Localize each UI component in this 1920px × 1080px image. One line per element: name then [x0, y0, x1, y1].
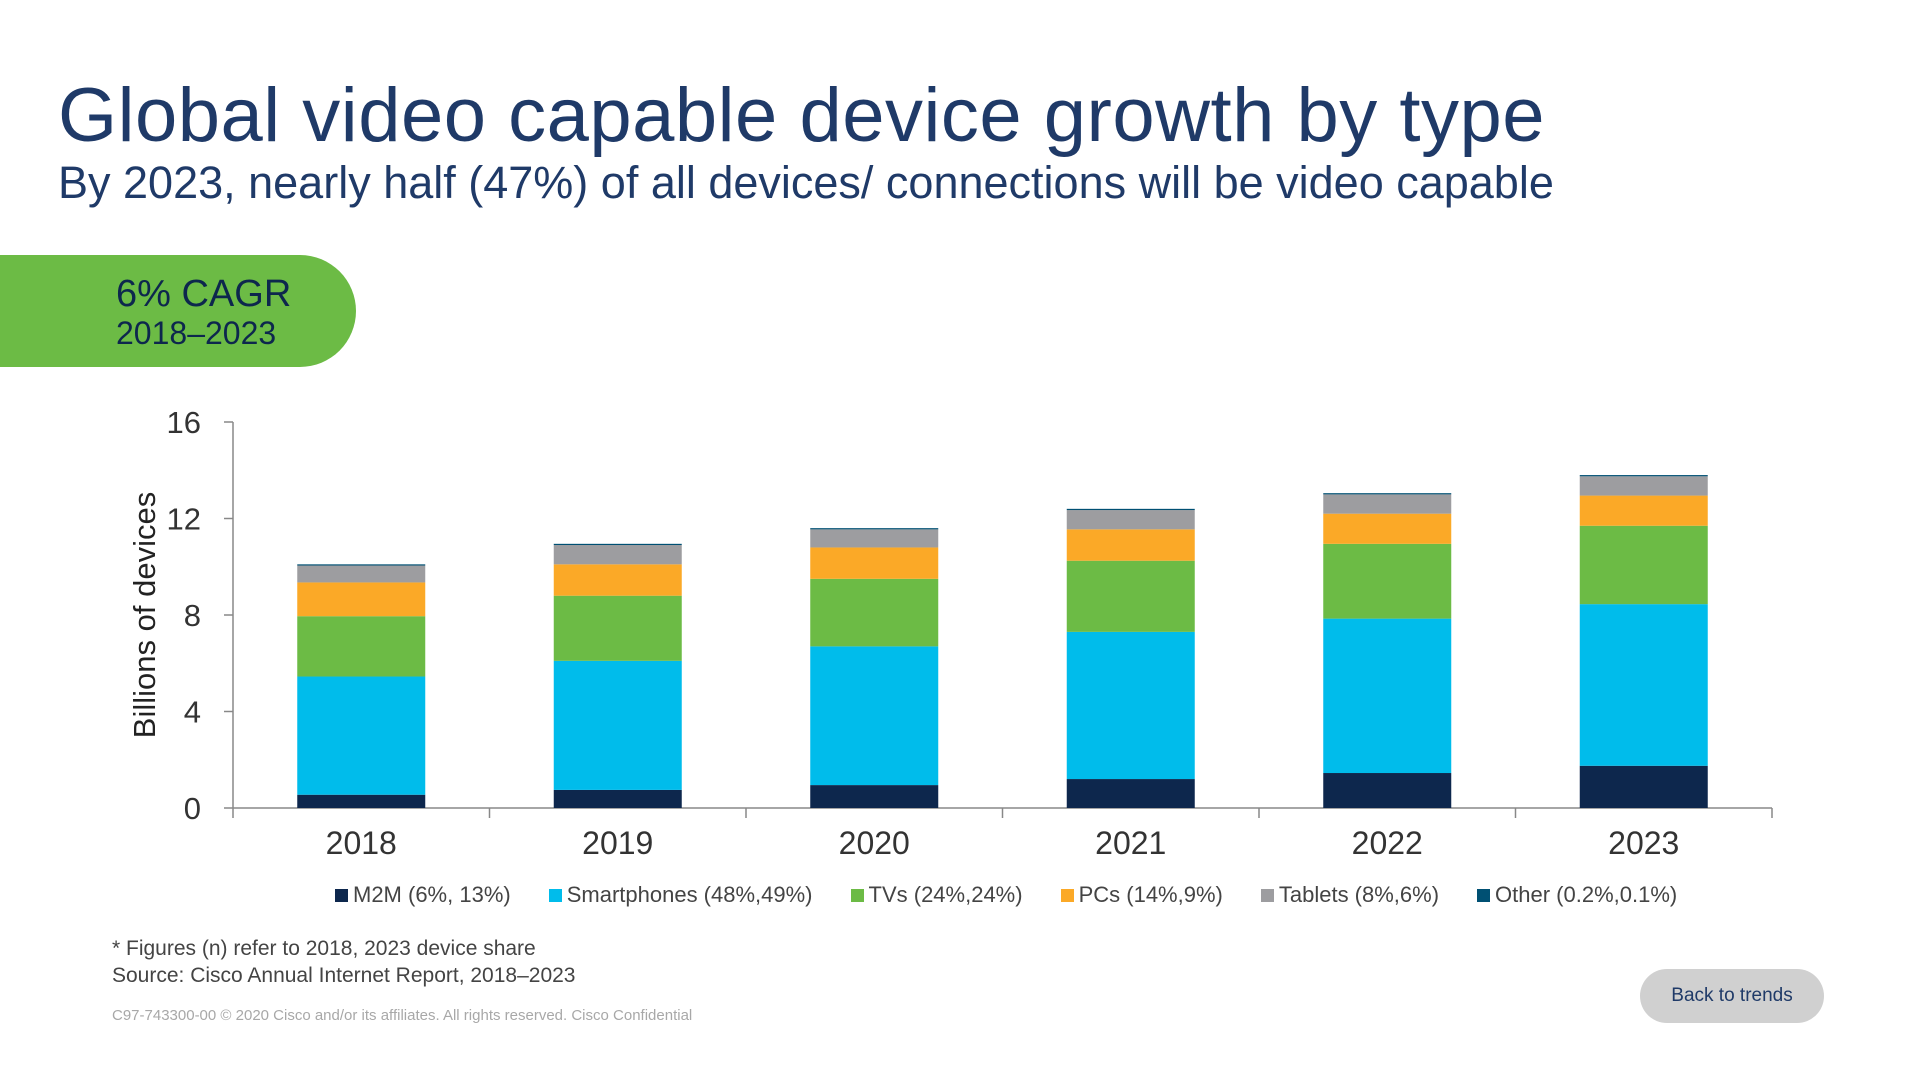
bar-segment — [810, 547, 939, 579]
bar-segment — [297, 676, 426, 795]
legend-swatch — [1477, 888, 1491, 902]
footnote-line: * Figures (n) refer to 2018, 2023 device… — [112, 937, 536, 960]
bar-segment — [297, 582, 426, 617]
bar-segment — [1579, 495, 1708, 526]
legend-label: TVs (24%,24%) — [868, 882, 1023, 907]
footnote: * Figures (n) refer to 2018, 2023 device… — [112, 935, 575, 989]
x-tick-label: 2019 — [582, 825, 653, 861]
cagr-period: 2018–2023 — [116, 315, 277, 351]
bar-segment — [1579, 475, 1708, 477]
y-tick-label: 16 — [167, 405, 201, 440]
x-tick-label: 2018 — [326, 825, 397, 861]
bar-segment — [1579, 525, 1708, 605]
bar-segment — [1323, 493, 1452, 495]
bar-segment — [810, 646, 939, 786]
bar-segment — [1066, 508, 1195, 511]
y-tick-label: 0 — [184, 791, 201, 826]
bar-segment — [1323, 494, 1452, 514]
bar-segment — [810, 578, 939, 647]
legend-label: Other (0.2%,0.1%) — [1495, 882, 1678, 907]
bar-segment — [1579, 476, 1708, 496]
legend-item: Tablets (8%,6%) — [1260, 882, 1440, 908]
bar-segment — [1323, 773, 1452, 808]
bar-segment — [1323, 513, 1452, 544]
source-line: Source: Cisco Annual Internet Report, 20… — [112, 964, 576, 987]
bar-segment — [810, 529, 939, 548]
x-tick-label: 2020 — [839, 825, 910, 861]
legend-label: Tablets (8%,6%) — [1278, 882, 1440, 907]
bar-segment — [553, 545, 682, 565]
back-to-trends-button[interactable]: Back to trends — [1640, 969, 1824, 1023]
bar-segment — [297, 564, 426, 566]
legend-item: Other (0.2%,0.1%) — [1477, 882, 1677, 908]
legend-item: Smartphones (48%,49%) — [548, 882, 813, 908]
legend-item: TVs (24%,24%) — [850, 882, 1023, 908]
y-tick-label: 12 — [167, 502, 201, 537]
bar-segment — [553, 660, 682, 790]
legend-swatch — [1060, 888, 1074, 902]
legend-swatch — [548, 888, 562, 902]
bar-segment — [1323, 618, 1452, 774]
bar-segment — [810, 785, 939, 808]
cagr-value: 6% CAGR — [116, 273, 292, 315]
bar-segment — [1066, 560, 1195, 632]
bar-segment — [553, 543, 682, 546]
bar-segment — [553, 595, 682, 661]
bar-segment — [1066, 779, 1195, 808]
x-tick-label: 2022 — [1352, 825, 1423, 861]
legend-swatch — [335, 888, 348, 902]
legend-swatch — [1260, 888, 1274, 902]
cagr-badge: 6% CAGR 2018–2023 — [0, 255, 356, 367]
bar-segment — [1323, 543, 1452, 619]
legend-swatch — [850, 888, 864, 902]
copyright-text: C97-743300-00 © 2020 Cisco and/or its af… — [112, 1007, 693, 1024]
bar-segment — [297, 616, 426, 677]
bar-segment — [297, 794, 426, 808]
bar-segment — [297, 565, 426, 583]
chart-legend: M2M (6%, 13%) Smartphones (48%,49%) TVs (2… — [335, 880, 1677, 910]
page-subtitle: By 2023, nearly half (47%) of all device… — [58, 157, 1554, 208]
x-tick-label: 2023 — [1608, 825, 1679, 861]
bar-segment — [1066, 510, 1195, 530]
legend-label: M2M (6%, 13%) — [353, 882, 511, 907]
legend-label: PCs (14%,9%) — [1078, 882, 1223, 907]
bar-segment — [553, 789, 682, 808]
legend-item: M2M (6%, 13%) — [335, 882, 511, 908]
bar-segment — [810, 528, 939, 530]
y-tick-label: 8 — [184, 598, 201, 633]
y-tick-label: 4 — [184, 695, 201, 730]
page-title: Global video capable device growth by ty… — [58, 73, 1546, 158]
bar-segment — [553, 564, 682, 596]
bar-segment — [1066, 631, 1195, 780]
bar-segment — [1579, 765, 1708, 808]
legend-label: Smartphones (48%,49%) — [566, 882, 813, 907]
y-axis-title: Billions of devices — [127, 492, 162, 738]
bar-segment — [1066, 529, 1195, 561]
x-tick-label: 2021 — [1095, 825, 1166, 861]
legend-item: PCs (14%,9%) — [1060, 882, 1223, 908]
bar-segment — [1579, 604, 1708, 766]
